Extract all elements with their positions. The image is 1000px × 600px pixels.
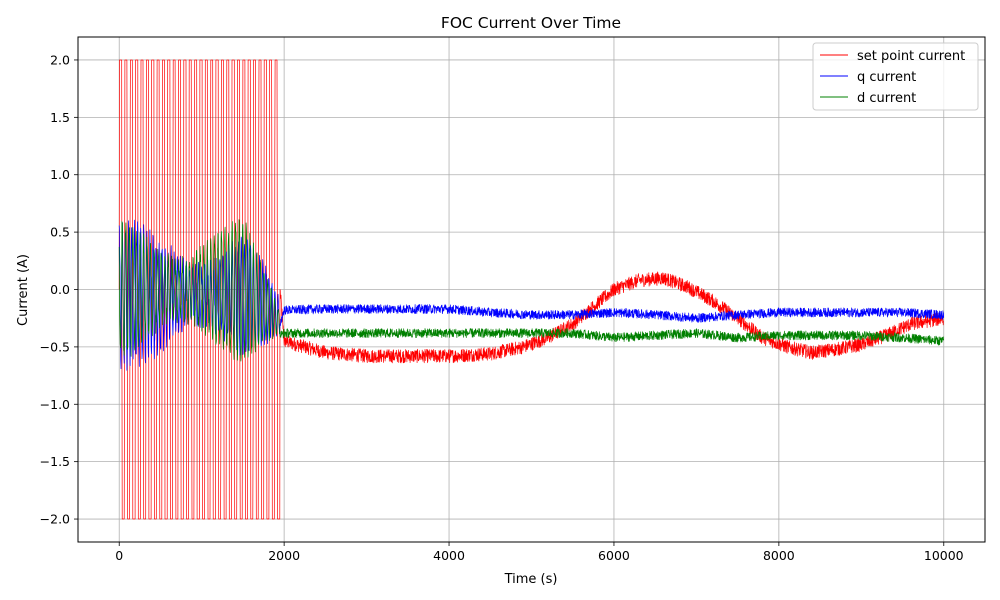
series-layer bbox=[118, 59, 945, 520]
y-tick-label: 2.0 bbox=[50, 52, 70, 67]
y-tick-label: 1.5 bbox=[50, 110, 70, 125]
x-tick-label: 8000 bbox=[763, 548, 795, 563]
legend-label-q-current: q current bbox=[857, 70, 916, 85]
series-line-d-current bbox=[118, 219, 945, 362]
x-tick-label: 2000 bbox=[268, 548, 300, 563]
y-tick-label: −0.5 bbox=[40, 339, 70, 354]
legend-label-set-point: set point current bbox=[857, 49, 965, 64]
legend-box bbox=[812, 42, 979, 111]
x-tick-label: 6000 bbox=[598, 548, 630, 563]
x-axis-label: Time (s) bbox=[504, 572, 558, 587]
chart-title: FOC Current Over Time bbox=[441, 14, 621, 32]
x-tick-label: 10000 bbox=[924, 548, 964, 563]
legend: set point current q current d current bbox=[812, 42, 979, 111]
y-tick-label: −1.0 bbox=[40, 397, 70, 412]
x-tick-label: 0 bbox=[115, 548, 123, 563]
y-tick-label: 0.5 bbox=[50, 225, 70, 240]
legend-label-d-current: d current bbox=[857, 91, 916, 106]
y-tick-label: −2.0 bbox=[40, 512, 70, 527]
y-tick-label: 0.0 bbox=[50, 282, 70, 297]
ticks-layer: 0 2000 4000 6000 8000 10000 −2.0 −1.5 −1.0 −0.5 0.… bbox=[40, 52, 964, 563]
x-tick-label: 4000 bbox=[433, 548, 465, 563]
series-line-set-point-current bbox=[118, 59, 944, 520]
y-axis-label: Current (A) bbox=[16, 254, 31, 326]
y-tick-label: −1.5 bbox=[40, 454, 70, 469]
y-tick-label: 1.0 bbox=[50, 167, 70, 182]
